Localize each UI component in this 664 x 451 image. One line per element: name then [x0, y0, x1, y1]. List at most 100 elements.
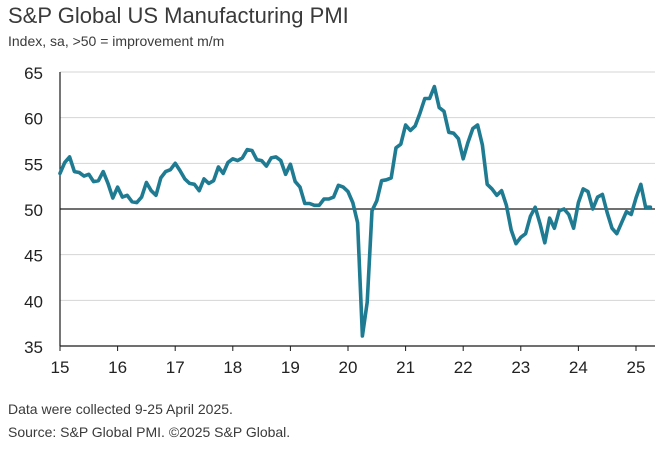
data-point: [188, 182, 191, 185]
data-point: [558, 210, 560, 212]
y-tick-label: 50: [24, 201, 43, 220]
data-point: [78, 171, 80, 174]
data-point: [452, 132, 455, 134]
x-tick-label: 20: [339, 358, 358, 377]
data-point: [284, 173, 287, 176]
data-point: [270, 157, 273, 159]
data-point: [563, 208, 565, 210]
data-point: [409, 129, 412, 132]
data-point: [472, 127, 474, 130]
data-point: [510, 229, 512, 231]
data-point: [443, 110, 445, 113]
tick-labels: 35 40 45 50 55 60 65 15 16 17 18 19 20 21 22 23 24 25: [24, 64, 645, 377]
x-tick-label: 24: [569, 358, 588, 377]
x-tick-label: 19: [281, 358, 300, 377]
data-point: [332, 196, 335, 198]
data-point: [544, 242, 546, 244]
data-point: [304, 202, 306, 205]
data-point: [640, 183, 642, 186]
pmi-line-chart: 35 40 45 50 55 60 65 15 16 17 18 19 20 21 22 23 24 25: [24, 64, 655, 377]
data-point: [260, 159, 263, 162]
x-tick-label: 17: [166, 358, 185, 377]
data-point: [136, 201, 138, 204]
data-point: [265, 165, 268, 167]
data-point: [635, 197, 637, 199]
data-point: [92, 180, 95, 183]
data-point: [400, 143, 402, 145]
data-point: [601, 193, 604, 196]
data-point: [155, 194, 157, 197]
data-point: [630, 213, 632, 216]
data-point: [438, 106, 441, 109]
data-point: [572, 227, 575, 229]
data-point: [184, 178, 186, 180]
data-point: [486, 183, 489, 186]
data-point: [102, 170, 104, 173]
data-point: [236, 159, 239, 162]
data-point: [169, 168, 172, 171]
y-tick-label: 35: [24, 338, 43, 357]
data-point: [251, 149, 253, 152]
data-point: [193, 183, 196, 186]
data-point: [328, 198, 330, 200]
data-point: [553, 227, 556, 229]
y-tick-label: 60: [24, 110, 43, 129]
y-tick-label: 45: [24, 247, 43, 266]
data-point: [174, 162, 176, 165]
data-point: [414, 125, 417, 127]
data-point: [107, 182, 109, 185]
y-tick-label: 55: [24, 155, 43, 174]
x-tick-label: 21: [396, 358, 415, 377]
data-point: [323, 198, 325, 200]
data-point: [361, 335, 364, 337]
data-point: [356, 221, 359, 224]
data-point: [150, 189, 152, 192]
data-point: [592, 208, 594, 210]
data-point: [582, 188, 584, 190]
series-layer: [58, 84, 653, 338]
x-tick-label: 22: [454, 358, 473, 377]
data-point: [616, 232, 618, 235]
data-point: [313, 204, 316, 207]
data-point: [294, 180, 297, 183]
data-point: [505, 204, 508, 207]
data-point: [491, 188, 493, 190]
data-point: [342, 186, 345, 188]
data-point: [116, 186, 119, 188]
x-tick-label: 16: [108, 358, 127, 377]
x-tick-label: 23: [511, 358, 530, 377]
data-point: [644, 206, 647, 208]
data-point: [203, 178, 205, 180]
data-point: [606, 211, 608, 214]
data-point: [539, 222, 541, 225]
data-point: [227, 161, 229, 164]
data-point: [88, 173, 90, 176]
data-point: [208, 182, 210, 185]
data-point: [121, 196, 124, 198]
data-point: [222, 172, 224, 175]
data-point: [83, 175, 85, 177]
pmi-series-line: [58, 84, 653, 338]
data-point: [246, 148, 248, 151]
data-point: [255, 158, 258, 161]
collection-note: Data were collected 9-25 April 2025.: [8, 401, 233, 417]
data-point: [448, 131, 450, 134]
data-point: [390, 177, 393, 179]
y-tick-label: 40: [24, 292, 43, 311]
data-point: [299, 186, 301, 188]
data-point: [126, 194, 128, 197]
data-point: [337, 184, 340, 187]
chart-subtitle: Index, sa, >50 = improvement m/m: [8, 33, 225, 49]
data-point: [198, 189, 200, 192]
data-point: [534, 206, 536, 208]
data-point: [524, 232, 527, 235]
data-point: [481, 144, 484, 146]
data-point: [366, 301, 369, 304]
data-point: [611, 227, 613, 229]
data-point: [625, 210, 628, 213]
data-point: [59, 172, 61, 175]
data-point: [500, 189, 503, 192]
data-point: [649, 206, 652, 208]
data-point: [424, 97, 426, 100]
data-point: [164, 170, 167, 173]
